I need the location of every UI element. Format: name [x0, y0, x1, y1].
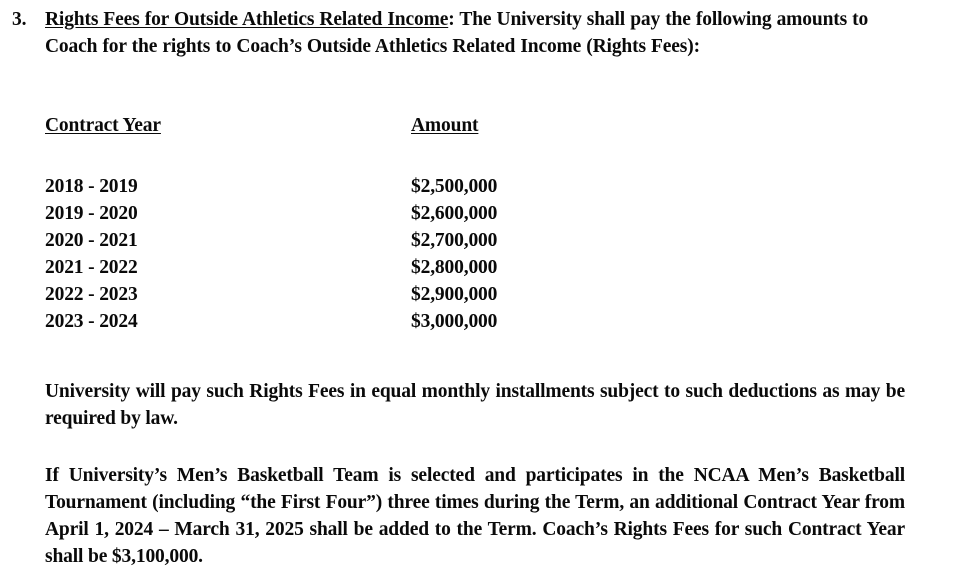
- table-row: 2021 - 2022 $2,800,000: [45, 254, 905, 281]
- table-header-row: Contract Year Amount: [45, 112, 905, 173]
- table-row: 2020 - 2021 $2,700,000: [45, 227, 905, 254]
- column-header-contract-year-label: Contract Year: [45, 115, 161, 136]
- cell-contract-year: 2020 - 2021: [45, 230, 138, 251]
- table-row: 2023 - 2024 $3,000,000: [45, 308, 905, 335]
- cell-amount: $2,600,000: [411, 203, 498, 224]
- cell-contract-year: 2023 - 2024: [45, 311, 138, 332]
- table-row: 2018 - 2019 $2,500,000: [45, 173, 905, 200]
- cell-contract-year: 2019 - 2020: [45, 203, 138, 224]
- column-header-amount: Amount: [411, 112, 905, 173]
- cell-contract-year: 2021 - 2022: [45, 257, 138, 278]
- cell-amount: $2,700,000: [411, 230, 498, 251]
- fee-schedule-head: Contract Year Amount: [45, 112, 905, 173]
- column-header-amount-label: Amount: [411, 115, 479, 136]
- paragraph-ncaa-tournament: If University’s Men’s Basketball Team is…: [45, 464, 905, 567]
- cell-amount: $2,900,000: [411, 284, 498, 305]
- cell-contract-year: 2018 - 2019: [45, 176, 138, 197]
- cell-amount: $2,800,000: [411, 257, 498, 278]
- cell-amount: $2,500,000: [411, 176, 498, 197]
- clause-heading: Rights Fees for Outside Athletics Relate…: [45, 9, 449, 30]
- cell-amount: $3,000,000: [411, 311, 498, 332]
- clause-body-text: : The University shall pay the following…: [45, 9, 869, 57]
- clause-body: Rights Fees for Outside Athletics Relate…: [45, 6, 906, 60]
- paragraph-installments: University will pay such Rights Fees in …: [45, 380, 905, 429]
- fee-schedule-body: 2018 - 2019 $2,500,000 2019 - 2020 $2,600,0…: [45, 173, 905, 335]
- table-row: 2022 - 2023 $2,900,000: [45, 281, 905, 308]
- fee-schedule-table: Contract Year Amount 2018 - 2019 $2,500,0…: [45, 112, 905, 335]
- clause-number: 3.: [12, 9, 27, 30]
- clause-3: 3. Rights Fees for Outside Athletics Rel…: [12, 6, 906, 60]
- table-row: 2019 - 2020 $2,600,000: [45, 200, 905, 227]
- cell-contract-year: 2022 - 2023: [45, 284, 138, 305]
- column-header-contract-year: Contract Year: [45, 112, 411, 173]
